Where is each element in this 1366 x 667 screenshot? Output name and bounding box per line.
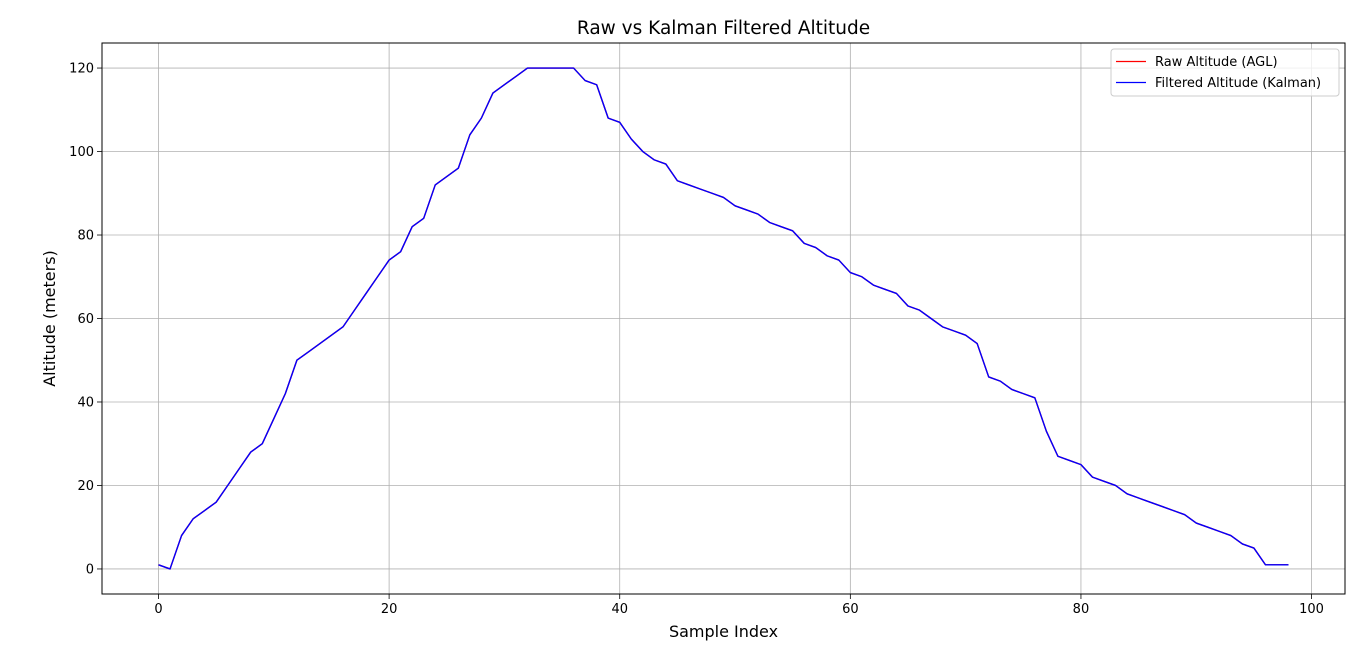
y-tick-label: 120 — [69, 62, 94, 77]
x-tick-label: 20 — [381, 602, 398, 617]
y-tick-label: 40 — [77, 395, 94, 410]
y-tick-label: 0 — [86, 562, 94, 577]
legend-box — [1110, 48, 1340, 97]
series-lines — [158, 67, 1289, 570]
axis-ticks: 0 20 40 60 80 100 0 20 40 60 80 100 120 — [69, 62, 1324, 617]
y-tick-label: 60 — [77, 312, 94, 327]
x-tick-label: 40 — [611, 602, 628, 617]
y-axis-label: Altitude (meters) — [40, 250, 59, 387]
x-tick-label: 60 — [842, 602, 859, 617]
y-tick-label: 80 — [77, 229, 94, 244]
legend-label-raw-altitude: Raw Altitude (AGL) — [1155, 55, 1278, 70]
legend: Raw Altitude (AGL) Filtered Altitude (Ka… — [1110, 48, 1340, 97]
x-axis-label: Sample Index — [669, 622, 778, 641]
x-tick-label: 0 — [154, 602, 162, 617]
x-tick-label: 100 — [1299, 602, 1324, 617]
series-line-filtered-altitude — [158, 67, 1289, 570]
x-tick-label: 80 — [1073, 602, 1090, 617]
y-tick-label: 20 — [77, 479, 94, 494]
y-tick-label: 100 — [69, 145, 94, 160]
chart-title: Raw vs Kalman Filtered Altitude — [577, 18, 870, 39]
legend-label-filtered-altitude: Filtered Altitude (Kalman) — [1155, 76, 1321, 91]
